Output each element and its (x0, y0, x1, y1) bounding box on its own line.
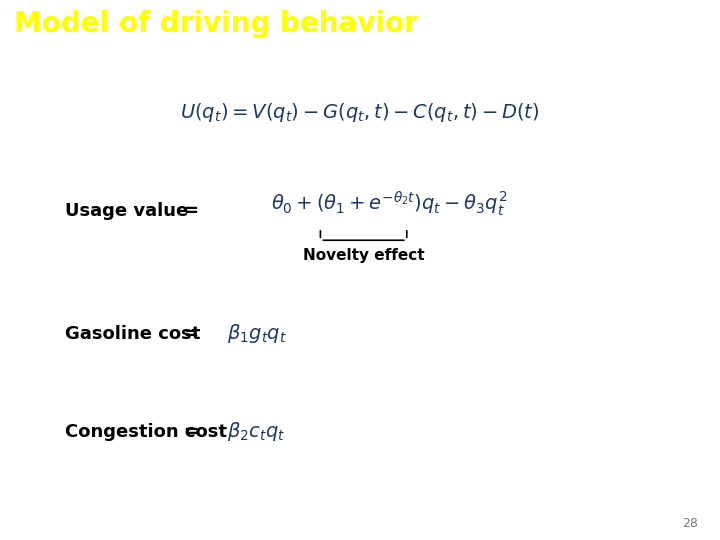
Text: =: = (184, 325, 198, 342)
Text: =: = (184, 202, 198, 220)
Text: Novelty effect: Novelty effect (303, 248, 424, 262)
Text: Usage value: Usage value (65, 202, 188, 220)
Text: Congestion cost: Congestion cost (65, 423, 227, 441)
Text: =: = (184, 423, 198, 441)
Text: 28: 28 (683, 517, 698, 530)
Text: $\beta_2 c_t q_t$: $\beta_2 c_t q_t$ (227, 421, 285, 443)
Text: $\beta_1 g_t q_t$: $\beta_1 g_t q_t$ (227, 322, 287, 345)
Text: $\theta_0 + (\theta_1 + e^{-\theta_2 t})q_t - \theta_3 q_t^2$: $\theta_0 + (\theta_1 + e^{-\theta_2 t})… (271, 189, 507, 218)
Text: Gasoline cost: Gasoline cost (65, 325, 200, 342)
Text: $U(q_t)  = V(q_t)  - G(q_t, t) - C(q_t, t)  - D(t)$: $U(q_t) = V(q_t) - G(q_t, t) - C(q_t, t)… (180, 101, 540, 124)
Text: Model of driving behavior: Model of driving behavior (14, 10, 418, 38)
